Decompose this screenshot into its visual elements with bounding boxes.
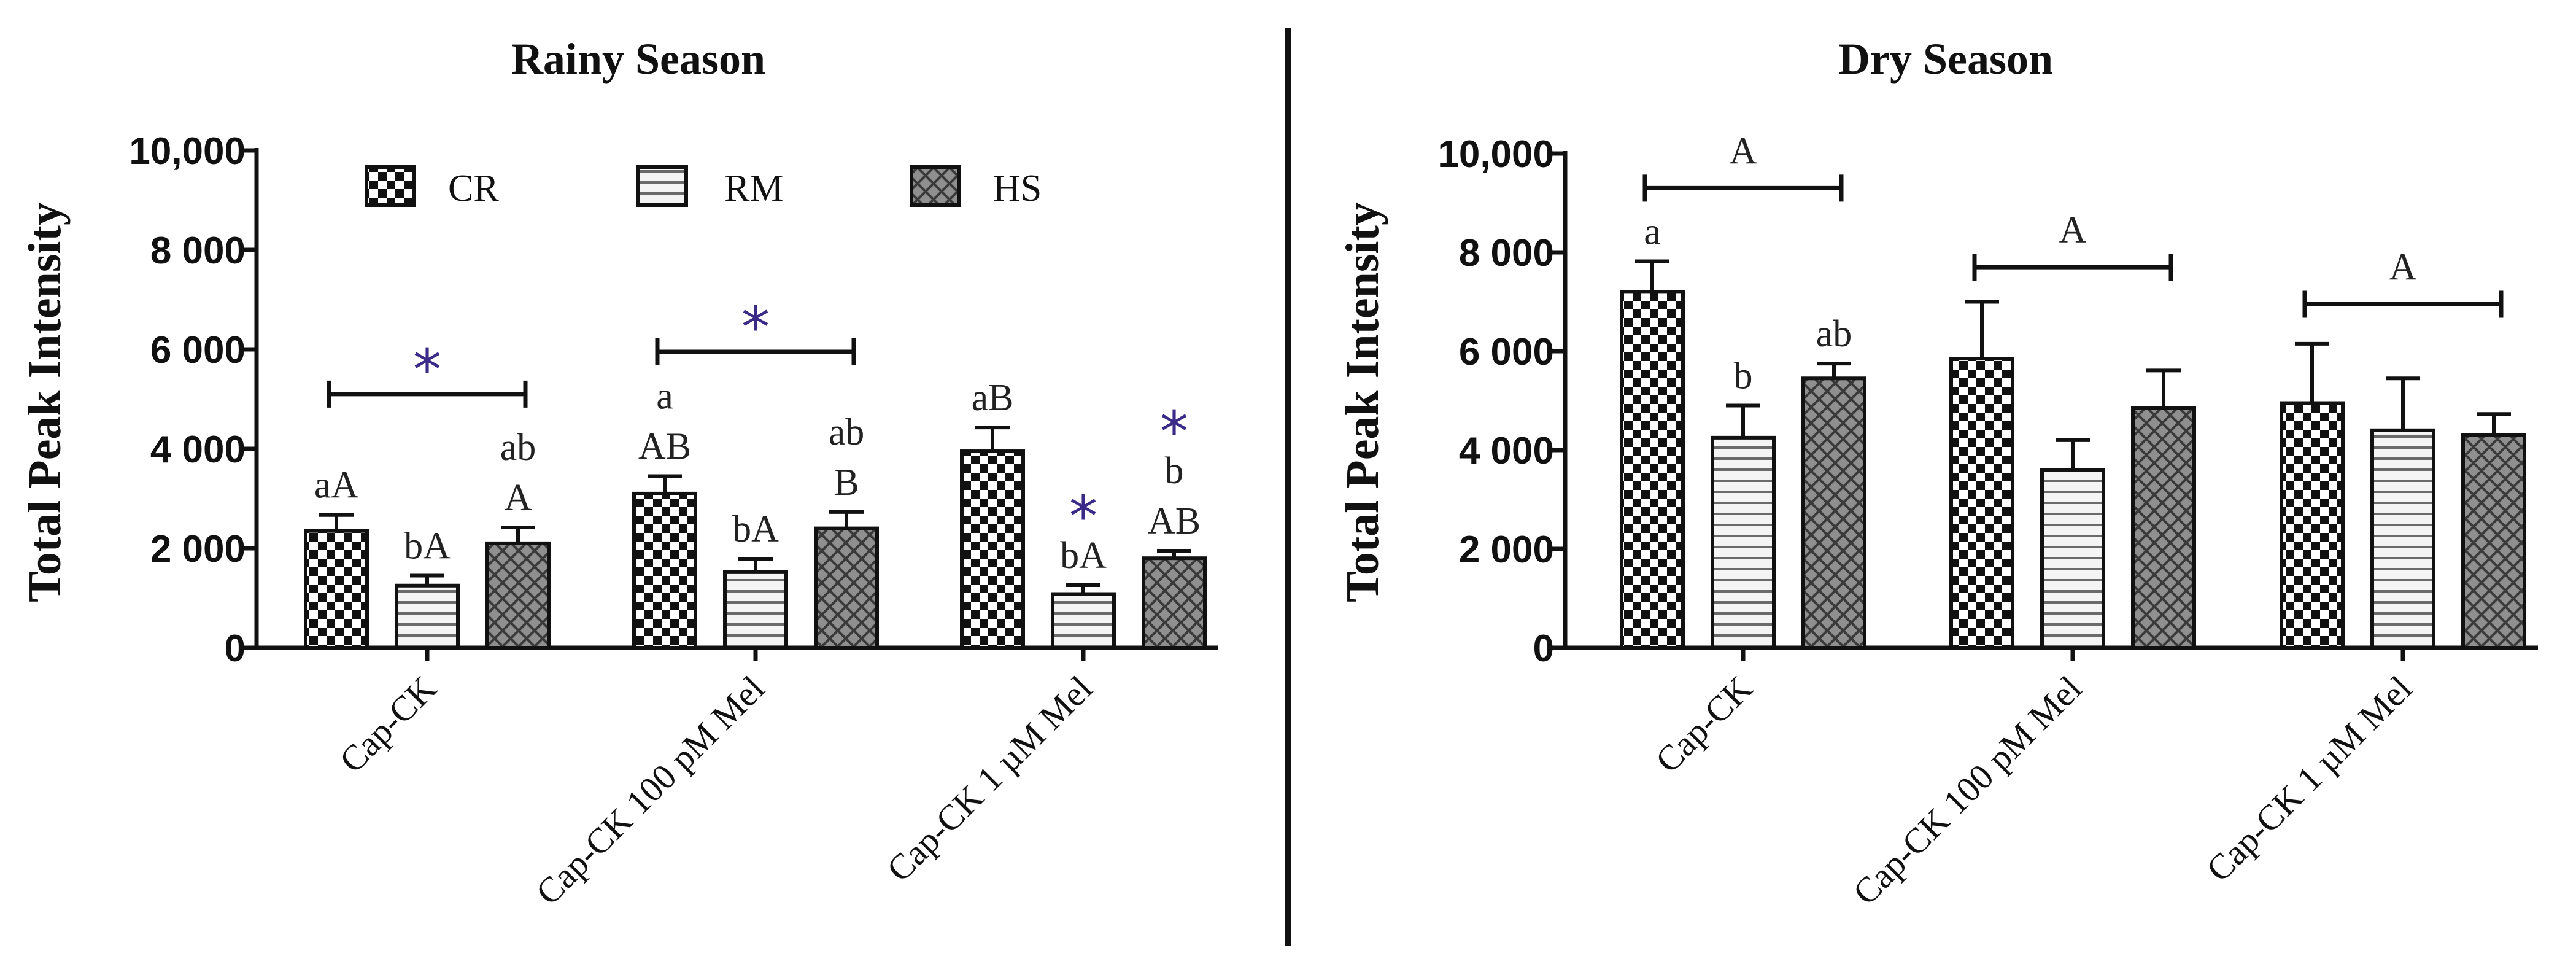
significance-label: b [1734,356,1753,397]
significance-star: * [413,337,441,403]
category-label: Cap-CK [1648,668,1760,780]
significance-label: a [656,376,673,418]
error-bar [319,513,354,531]
significance-label: AB [1148,500,1201,542]
legend-label-cr: CR [448,168,499,209]
y-tick-label: 2 000 [150,528,246,570]
significance-label: a [1644,211,1661,252]
significance-label: A [505,477,532,519]
y-tick-label: 10,000 [1437,133,1554,176]
bar-cr [2280,401,2345,650]
bar-hs [814,526,879,650]
y-tick-label: 6 000 [1459,331,1554,373]
bar-rm [1051,592,1116,650]
significance-label: ab [1816,313,1852,355]
bar-hs [1142,556,1207,650]
legend-label-rm: RM [724,168,783,209]
bracket-label: A [2389,247,2417,289]
category-label: Cap-CK [332,668,444,780]
error-bar [2146,368,2181,408]
bar-hs [485,541,551,650]
error-bar [1066,583,1100,594]
y-tick-label: 4 000 [1459,430,1554,472]
significance-label: B [834,462,859,503]
bar-rm [1711,435,1776,650]
category-label: Cap-CK 1 µM Mel [879,668,1100,889]
significance-star: * [1160,399,1188,465]
error-bar [738,557,773,572]
dry-season-panel: Dry Season Total Peak Intensity 0 2 000 4 … [1337,34,2538,912]
error-bar [1817,362,1851,379]
error-bar [1965,300,1999,359]
category-label: Cap-CK 100 pM Mel [1845,668,2089,912]
significance-label: ab [829,411,865,453]
bar-cr [304,529,369,650]
bar-hs [2461,433,2526,650]
legend-swatch-cr [365,165,416,207]
bar-cr [1949,357,2014,650]
significance-label: bA [732,508,779,550]
error-bar [1726,403,1760,438]
y-axis-label: Total Peak Intensity [1337,202,1388,602]
category-label: Cap-CK 100 pM Mel [528,668,772,912]
error-bar [1157,549,1191,559]
y-tick-label: 2 000 [1459,529,1554,571]
bracket-label: A [1730,130,1757,172]
legend-label-hs: HS [993,168,1042,209]
bar-rm [723,570,788,650]
error-bar [2386,376,2420,430]
y-tick-label: 8 000 [1459,232,1554,274]
comparison-bracket [1642,174,1844,202]
panel-title: Rainy Season [511,34,765,84]
error-bar [975,426,1010,452]
significance-star: * [741,295,770,360]
error-bar [501,525,535,543]
significance-label: bA [404,526,451,567]
comparison-bracket [655,338,856,366]
bar-rm [2040,468,2105,650]
error-bar [2295,341,2329,403]
bracket-label: A [2059,209,2087,251]
bar-rm [2370,428,2435,650]
error-bar [1635,259,1669,292]
y-tick-label: 10,000 [129,130,246,173]
y-tick-label: 6 000 [150,329,246,371]
significance-label: ab [500,427,536,468]
comparison-bracket [2302,290,2504,318]
bar-rm [395,583,460,650]
significance-label: AB [638,426,691,468]
bar-cr [632,491,697,650]
y-tick-label: 4 000 [150,429,246,471]
y-tick-label: 0 [1533,628,1554,670]
significance-label: b [1165,450,1184,492]
comparison-bracket [327,380,528,408]
comparison-bracket [1972,254,2173,281]
error-bar [648,474,682,494]
error-bar [829,510,864,529]
panel-title: Dry Season [1838,34,2053,84]
bar-cr [1620,290,1685,650]
error-bar [410,573,444,586]
y-axis-label: Total Peak Intensity [19,202,71,602]
bar-cr [960,449,1025,650]
error-bar [2477,412,2511,435]
rainy-season-panel: Rainy Season Total Peak Intensity CR RM … [19,34,1218,912]
significance-label: aA [314,465,359,507]
y-tick-label: 0 [225,628,246,670]
y-tick-label: 8 000 [150,230,246,272]
significance-label: bA [1060,535,1107,577]
category-label: Cap-CK 1 µM Mel [2199,668,2419,889]
significance-star: * [1069,484,1097,550]
bar-hs [2131,406,2196,650]
bar-hs [1801,376,1866,650]
error-bar [2056,438,2090,470]
significance-label: aB [972,377,1014,419]
legend-swatch-hs [910,165,961,207]
legend: CR RM HS [365,165,1042,209]
legend-swatch-rm [636,165,688,207]
